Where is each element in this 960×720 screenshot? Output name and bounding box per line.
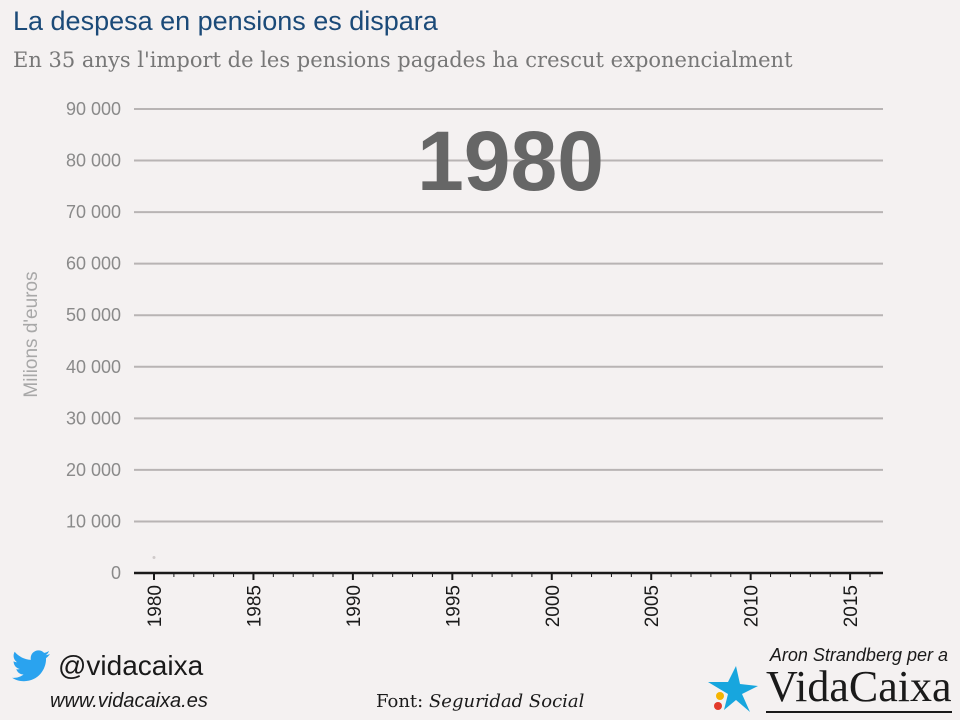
x-tick-label: 1980: [145, 585, 166, 627]
y-tick-label: 0: [111, 563, 121, 583]
twitter-handle: @vidacaixa: [58, 650, 204, 681]
twitter-link[interactable]: @vidacaixa: [12, 650, 203, 682]
x-tick-label: 2010: [742, 585, 763, 627]
y-tick-label: 50 000: [66, 305, 121, 325]
website-link[interactable]: www.vidacaixa.es: [50, 690, 208, 712]
twitter-bird-icon: [12, 650, 50, 682]
x-tick-label: 2000: [543, 585, 564, 627]
pension-spending-chart: 0 10 000 20 000 30 000 40 000 50 000 60 000 70 …: [21, 99, 883, 627]
x-tick-label: 1990: [344, 585, 365, 627]
star-logo-icon: [708, 666, 758, 712]
brand-logo: VidaCaixa: [706, 664, 952, 714]
y-tick-label: 30 000: [66, 408, 121, 428]
source-name: Seguridad Social: [428, 691, 585, 712]
data-point: [152, 556, 156, 560]
x-tick-label: 2005: [642, 585, 663, 627]
current-year-label: 1980: [417, 114, 604, 208]
y-tick-label: 70 000: [66, 202, 121, 222]
brand-name: VidaCaixa: [766, 662, 952, 713]
chart-title: La despesa en pensions es dispara: [13, 6, 438, 36]
y-tick-label: 10 000: [66, 511, 121, 531]
chart-subtitle: En 35 anys l'import de les pensions paga…: [13, 48, 793, 72]
y-tick-label: 90 000: [66, 99, 121, 119]
author-credit: Aron Strandberg per a: [769, 645, 948, 665]
y-tick-label: 80 000: [66, 151, 121, 171]
x-tick-label: 2015: [841, 585, 862, 627]
source-note: Font: Seguridad Social: [376, 691, 584, 712]
y-tick-label: 20 000: [66, 460, 121, 480]
y-tick-label: 60 000: [66, 254, 121, 274]
source-label: Font:: [376, 691, 429, 712]
x-tick-label: 1995: [443, 585, 464, 627]
y-axis-label: Milions d'euros: [21, 271, 42, 397]
y-tick-label: 40 000: [66, 357, 121, 377]
x-tick-label: 1985: [244, 585, 265, 627]
